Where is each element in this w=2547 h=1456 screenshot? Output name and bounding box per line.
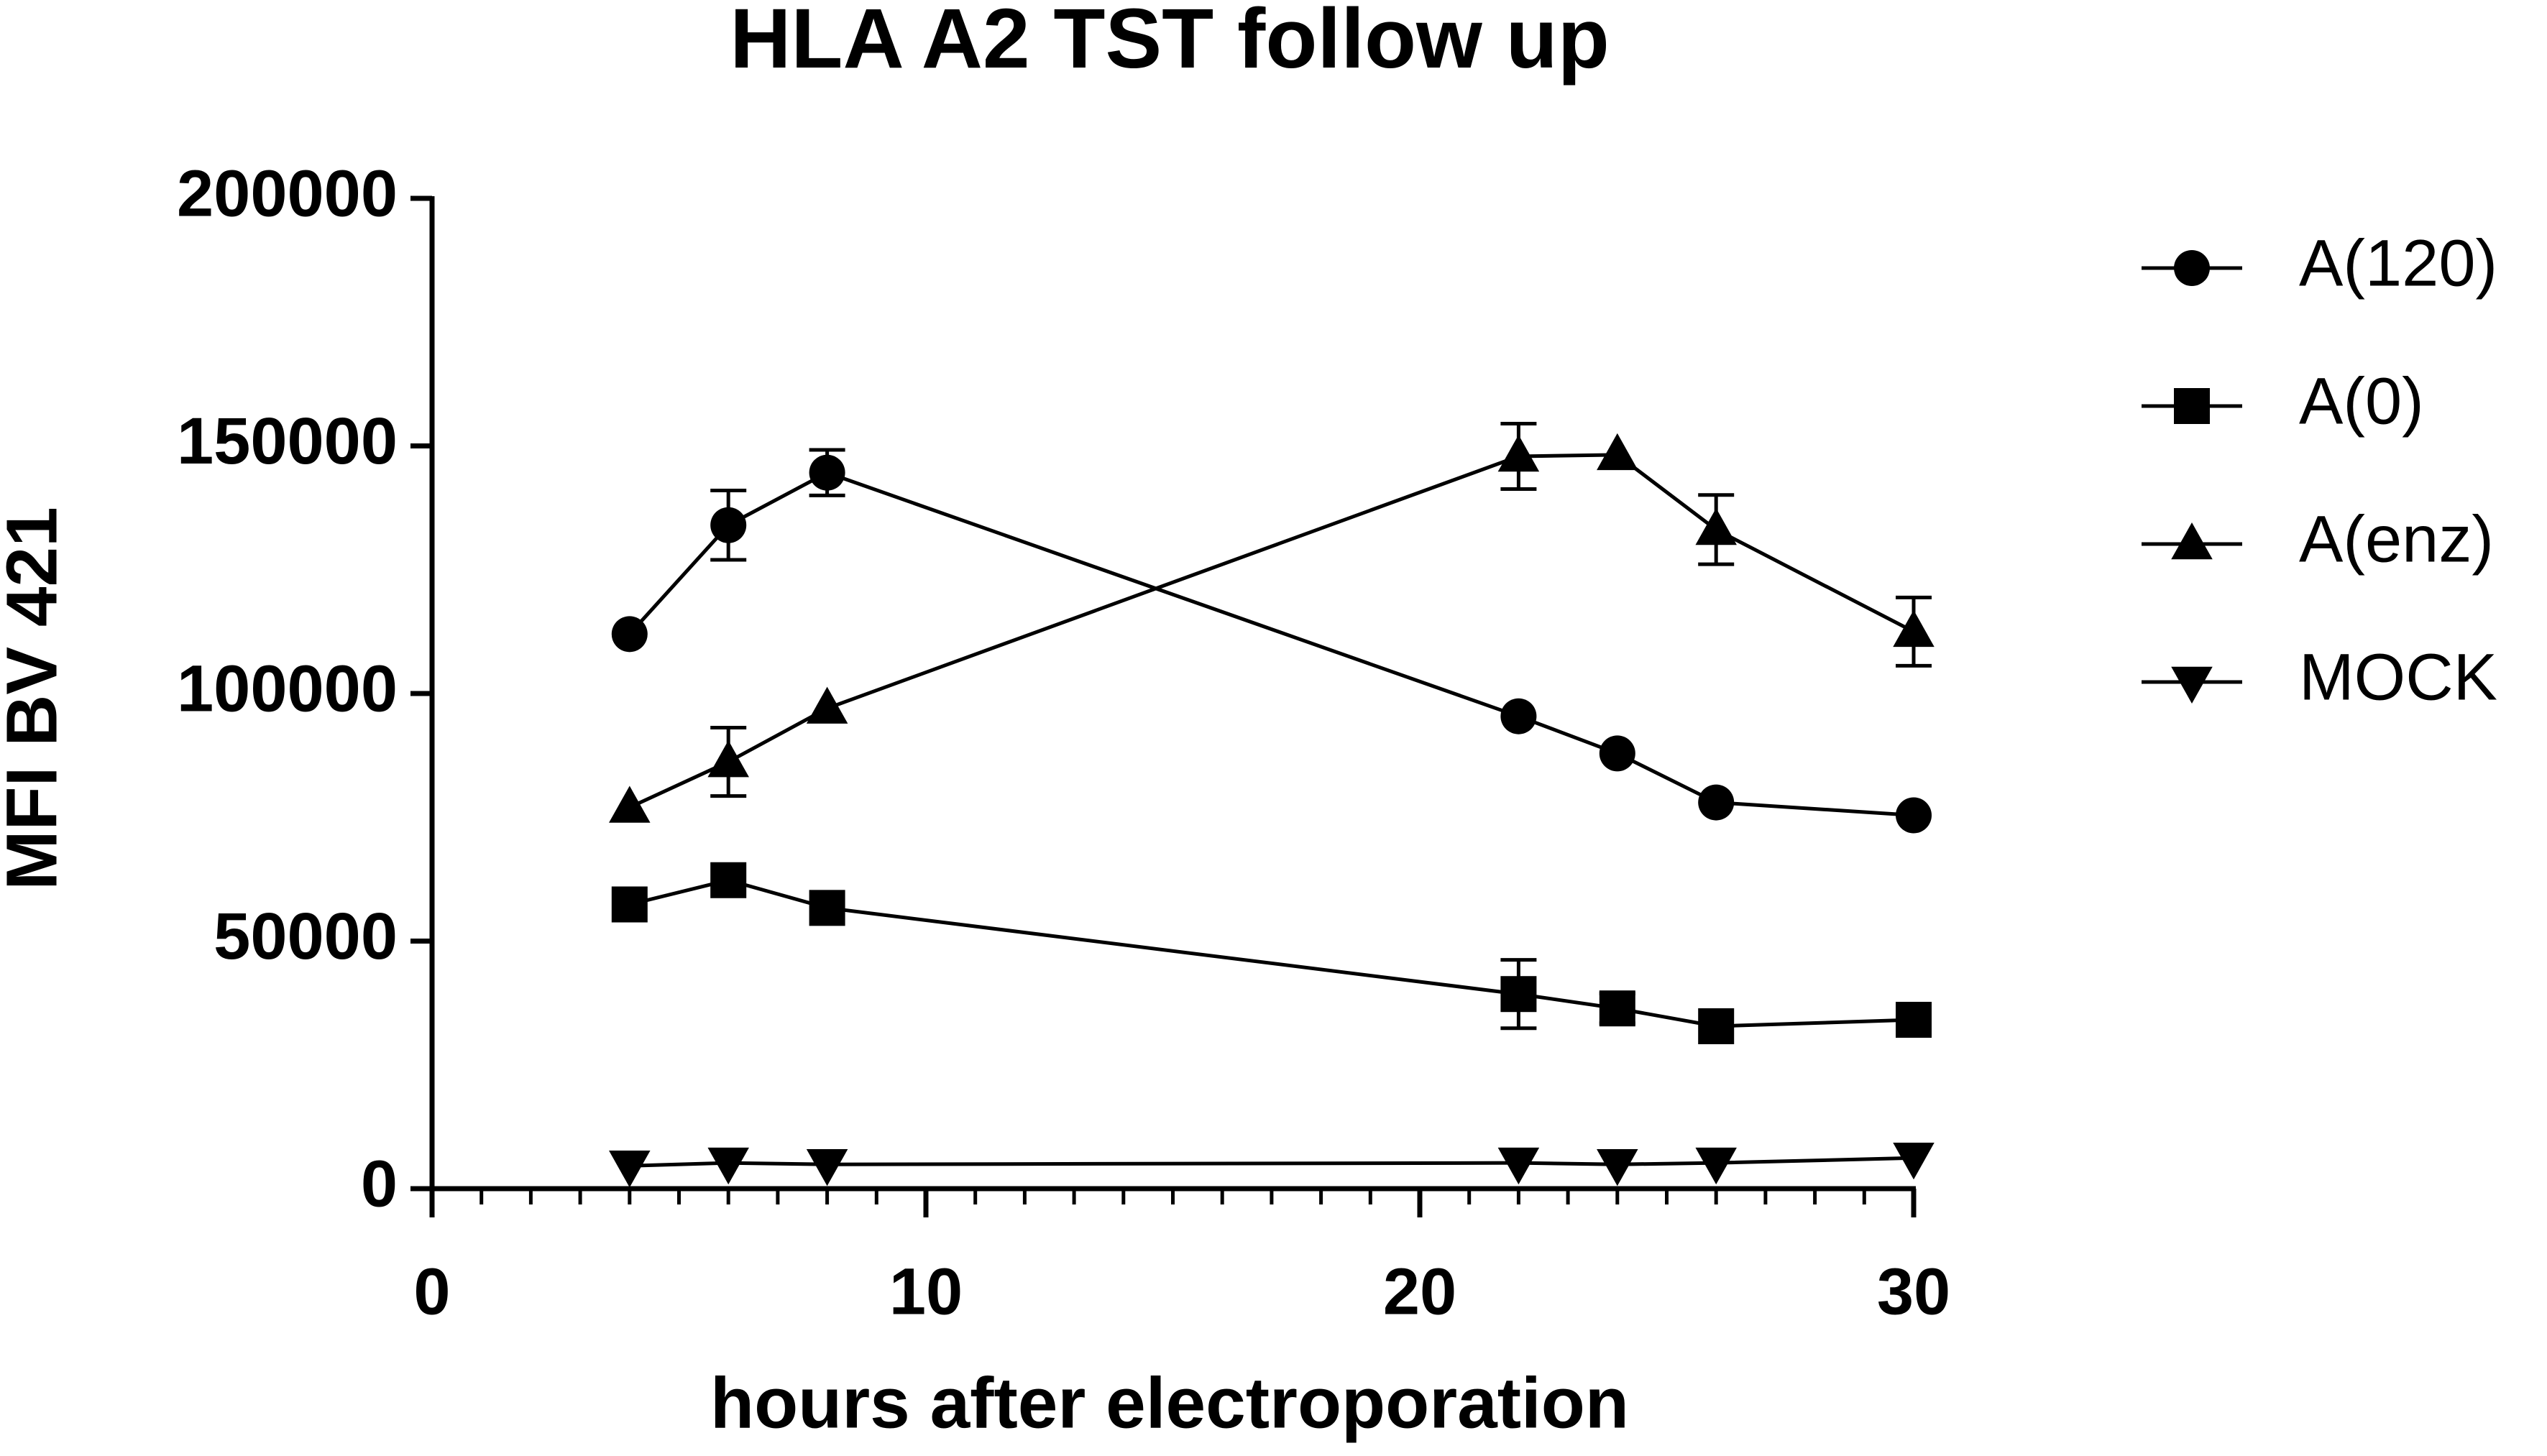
data-point [1893, 1143, 1935, 1180]
legend-label: A(0) [2299, 364, 2424, 438]
data-point [1500, 698, 1537, 734]
data-point [1695, 1147, 1737, 1185]
data-point [609, 785, 651, 823]
y-tick-label: 200000 [177, 157, 398, 230]
legend-marker [2171, 522, 2213, 560]
data-point [707, 1147, 749, 1185]
x-tick-label: 10 [889, 1255, 963, 1328]
data-point [710, 862, 747, 898]
data-point [1597, 433, 1638, 471]
data-point [1497, 434, 1540, 472]
data-point [806, 1148, 848, 1187]
data-point [1599, 735, 1635, 772]
data-point [806, 686, 848, 724]
data-point [1896, 1002, 1932, 1038]
data-point [611, 886, 648, 923]
legend-marker [2174, 388, 2210, 424]
x-tick-label: 30 [1877, 1255, 1950, 1328]
y-tick-label: 150000 [177, 405, 398, 478]
data-point [1500, 976, 1537, 1013]
data-point [611, 616, 648, 653]
data-point [1698, 784, 1735, 821]
data-point [1497, 1147, 1540, 1185]
x-tick-label: 20 [1383, 1255, 1456, 1328]
x-tick-label: 0 [413, 1255, 450, 1328]
data-point [809, 454, 845, 491]
y-axis-label: MFI BV 421 [0, 507, 72, 890]
data-point [609, 1151, 651, 1188]
legend-label: MOCK [2299, 640, 2497, 714]
chart-title: HLA A2 TST follow up [730, 0, 1610, 86]
data-point [1698, 1008, 1735, 1045]
data-point [1896, 797, 1932, 834]
data-point [1695, 507, 1737, 545]
y-tick-label: 100000 [177, 652, 398, 725]
data-point [1597, 1148, 1638, 1187]
legend-label: A(enz) [2299, 502, 2494, 576]
legend-label: A(120) [2299, 226, 2497, 300]
legend-marker [2174, 250, 2210, 286]
data-point [707, 740, 749, 778]
y-tick-label: 50000 [214, 900, 398, 973]
data-point [1599, 990, 1635, 1027]
legend-marker [2171, 666, 2213, 704]
data-point [809, 890, 845, 926]
data-point [1893, 609, 1935, 648]
y-tick-label: 0 [361, 1147, 398, 1220]
x-axis-label: hours after electroporation [710, 1363, 1629, 1443]
data-point [710, 507, 747, 543]
